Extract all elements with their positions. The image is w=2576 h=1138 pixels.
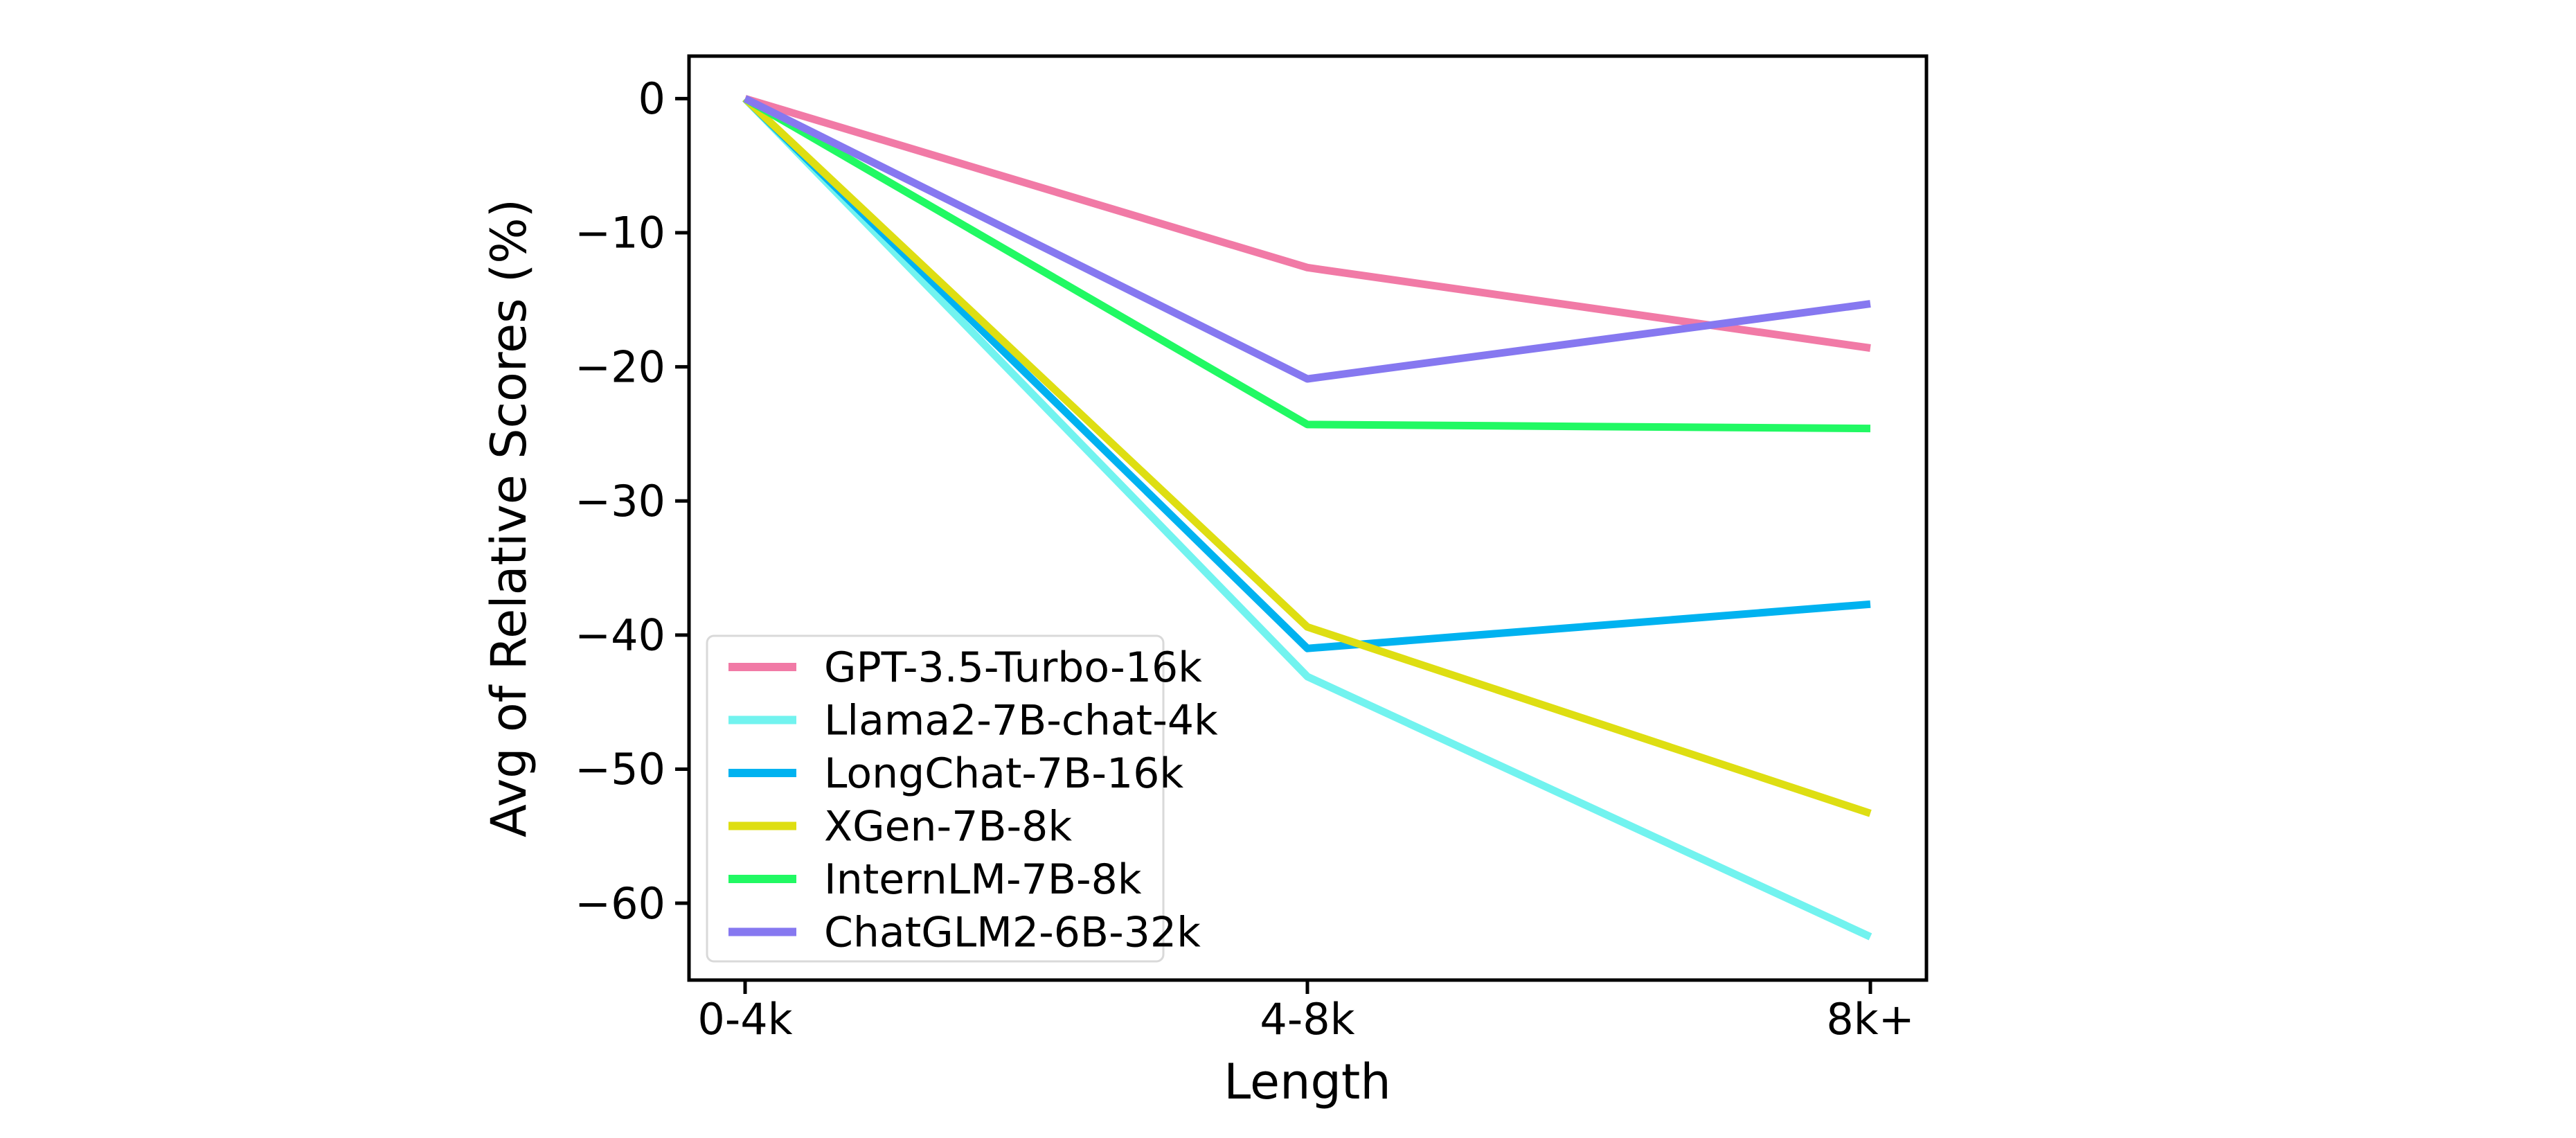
y-tick-label: −30: [575, 476, 665, 526]
series-line-InternLM-7B-8k: [743, 95, 1871, 433]
legend-box: [706, 634, 1165, 963]
legend-label-XGen-7B-8k: XGen-7B-8k: [824, 803, 1072, 851]
legend-label-InternLM-7B-8k: InternLM-7B-8k: [824, 855, 1142, 904]
x-tick-label: 4-8k: [1260, 994, 1354, 1044]
legend-label-LongChat-7B-16k: LongChat-7B-16k: [824, 749, 1183, 798]
series-line-LongChat-7B-16k: [742, 96, 1871, 652]
x-tick-label: 0-4k: [697, 994, 792, 1044]
x-tick-label: 8k+: [1826, 994, 1914, 1044]
y-tick-label: 0: [638, 73, 665, 124]
y-tick-label: −20: [575, 341, 665, 392]
y-tick-label: −10: [575, 208, 665, 258]
series-line-Llama2-7B-chat-4k: [742, 96, 1872, 941]
legend-label-ChatGLM2-6B-32k: ChatGLM2-6B-32k: [824, 909, 1201, 957]
y-tick-label: −50: [575, 744, 665, 794]
x-axis-label: Length: [1224, 1053, 1391, 1110]
series-line-GPT-3.5-Turbo-16k: [744, 95, 1871, 352]
legend-label-GPT-3.5-Turbo-16k: GPT-3.5-Turbo-16k: [824, 643, 1202, 692]
legend-label-Llama2-7B-chat-4k: Llama2-7B-chat-4k: [824, 697, 1218, 745]
series-line-ChatGLM2-6B-32k: [743, 95, 1871, 383]
y-tick-label: −60: [575, 878, 665, 929]
y-tick-label: −40: [575, 610, 665, 661]
series-line-XGen-7B-8k: [742, 96, 1872, 817]
y-axis-label: Avg of Relative Scores (%): [481, 198, 537, 838]
